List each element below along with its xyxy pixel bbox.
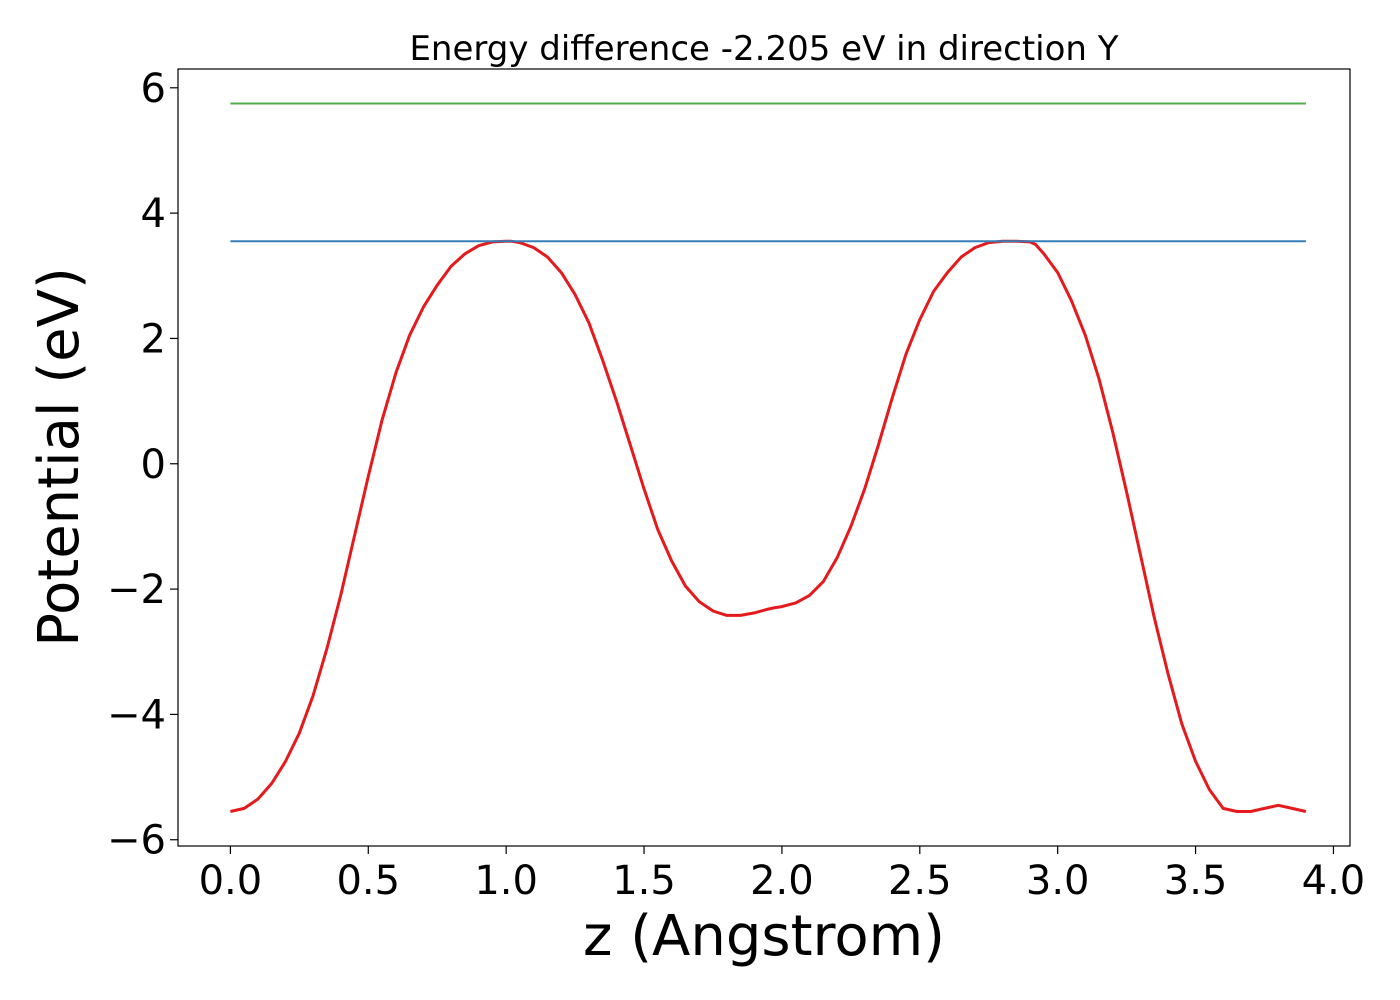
x-axis-title: z (Angstrom)	[583, 904, 945, 969]
x-tick-label: 1.5	[612, 858, 676, 904]
plot-frame	[177, 68, 1351, 847]
chart-title: Energy difference -2.205 eV in direction…	[409, 29, 1118, 69]
y-tick-label: 4	[141, 191, 166, 237]
series-layer	[230, 102, 1307, 813]
y-tick-label: 0	[141, 442, 166, 488]
x-tick-label: 2.5	[888, 858, 952, 904]
x-tick-label: 2.0	[750, 858, 814, 904]
x-tick-label: 0.0	[199, 858, 263, 904]
y-tick-label: −2	[107, 567, 166, 613]
y-axis-title: Potential (eV)	[27, 267, 92, 647]
y-tick-label: 6	[141, 66, 166, 112]
x-tick-label: 4.0	[1302, 858, 1366, 904]
y-axis: −6 −4 −2 0 2 4 6	[107, 66, 178, 864]
y-tick-label: −6	[107, 818, 166, 864]
x-tick-label: 3.0	[1026, 858, 1090, 904]
x-tick-label: 1.0	[474, 858, 538, 904]
x-tick-label: 3.5	[1164, 858, 1228, 904]
y-tick-label: −4	[107, 692, 166, 738]
series-line-potential	[230, 239, 1307, 813]
x-tick-label: 0.5	[336, 858, 400, 904]
y-tick-label: 2	[141, 316, 166, 362]
x-axis: 0.0 0.5 1.0 1.5 2.0 2.5 3.0 3.5 4.0	[199, 846, 1366, 904]
